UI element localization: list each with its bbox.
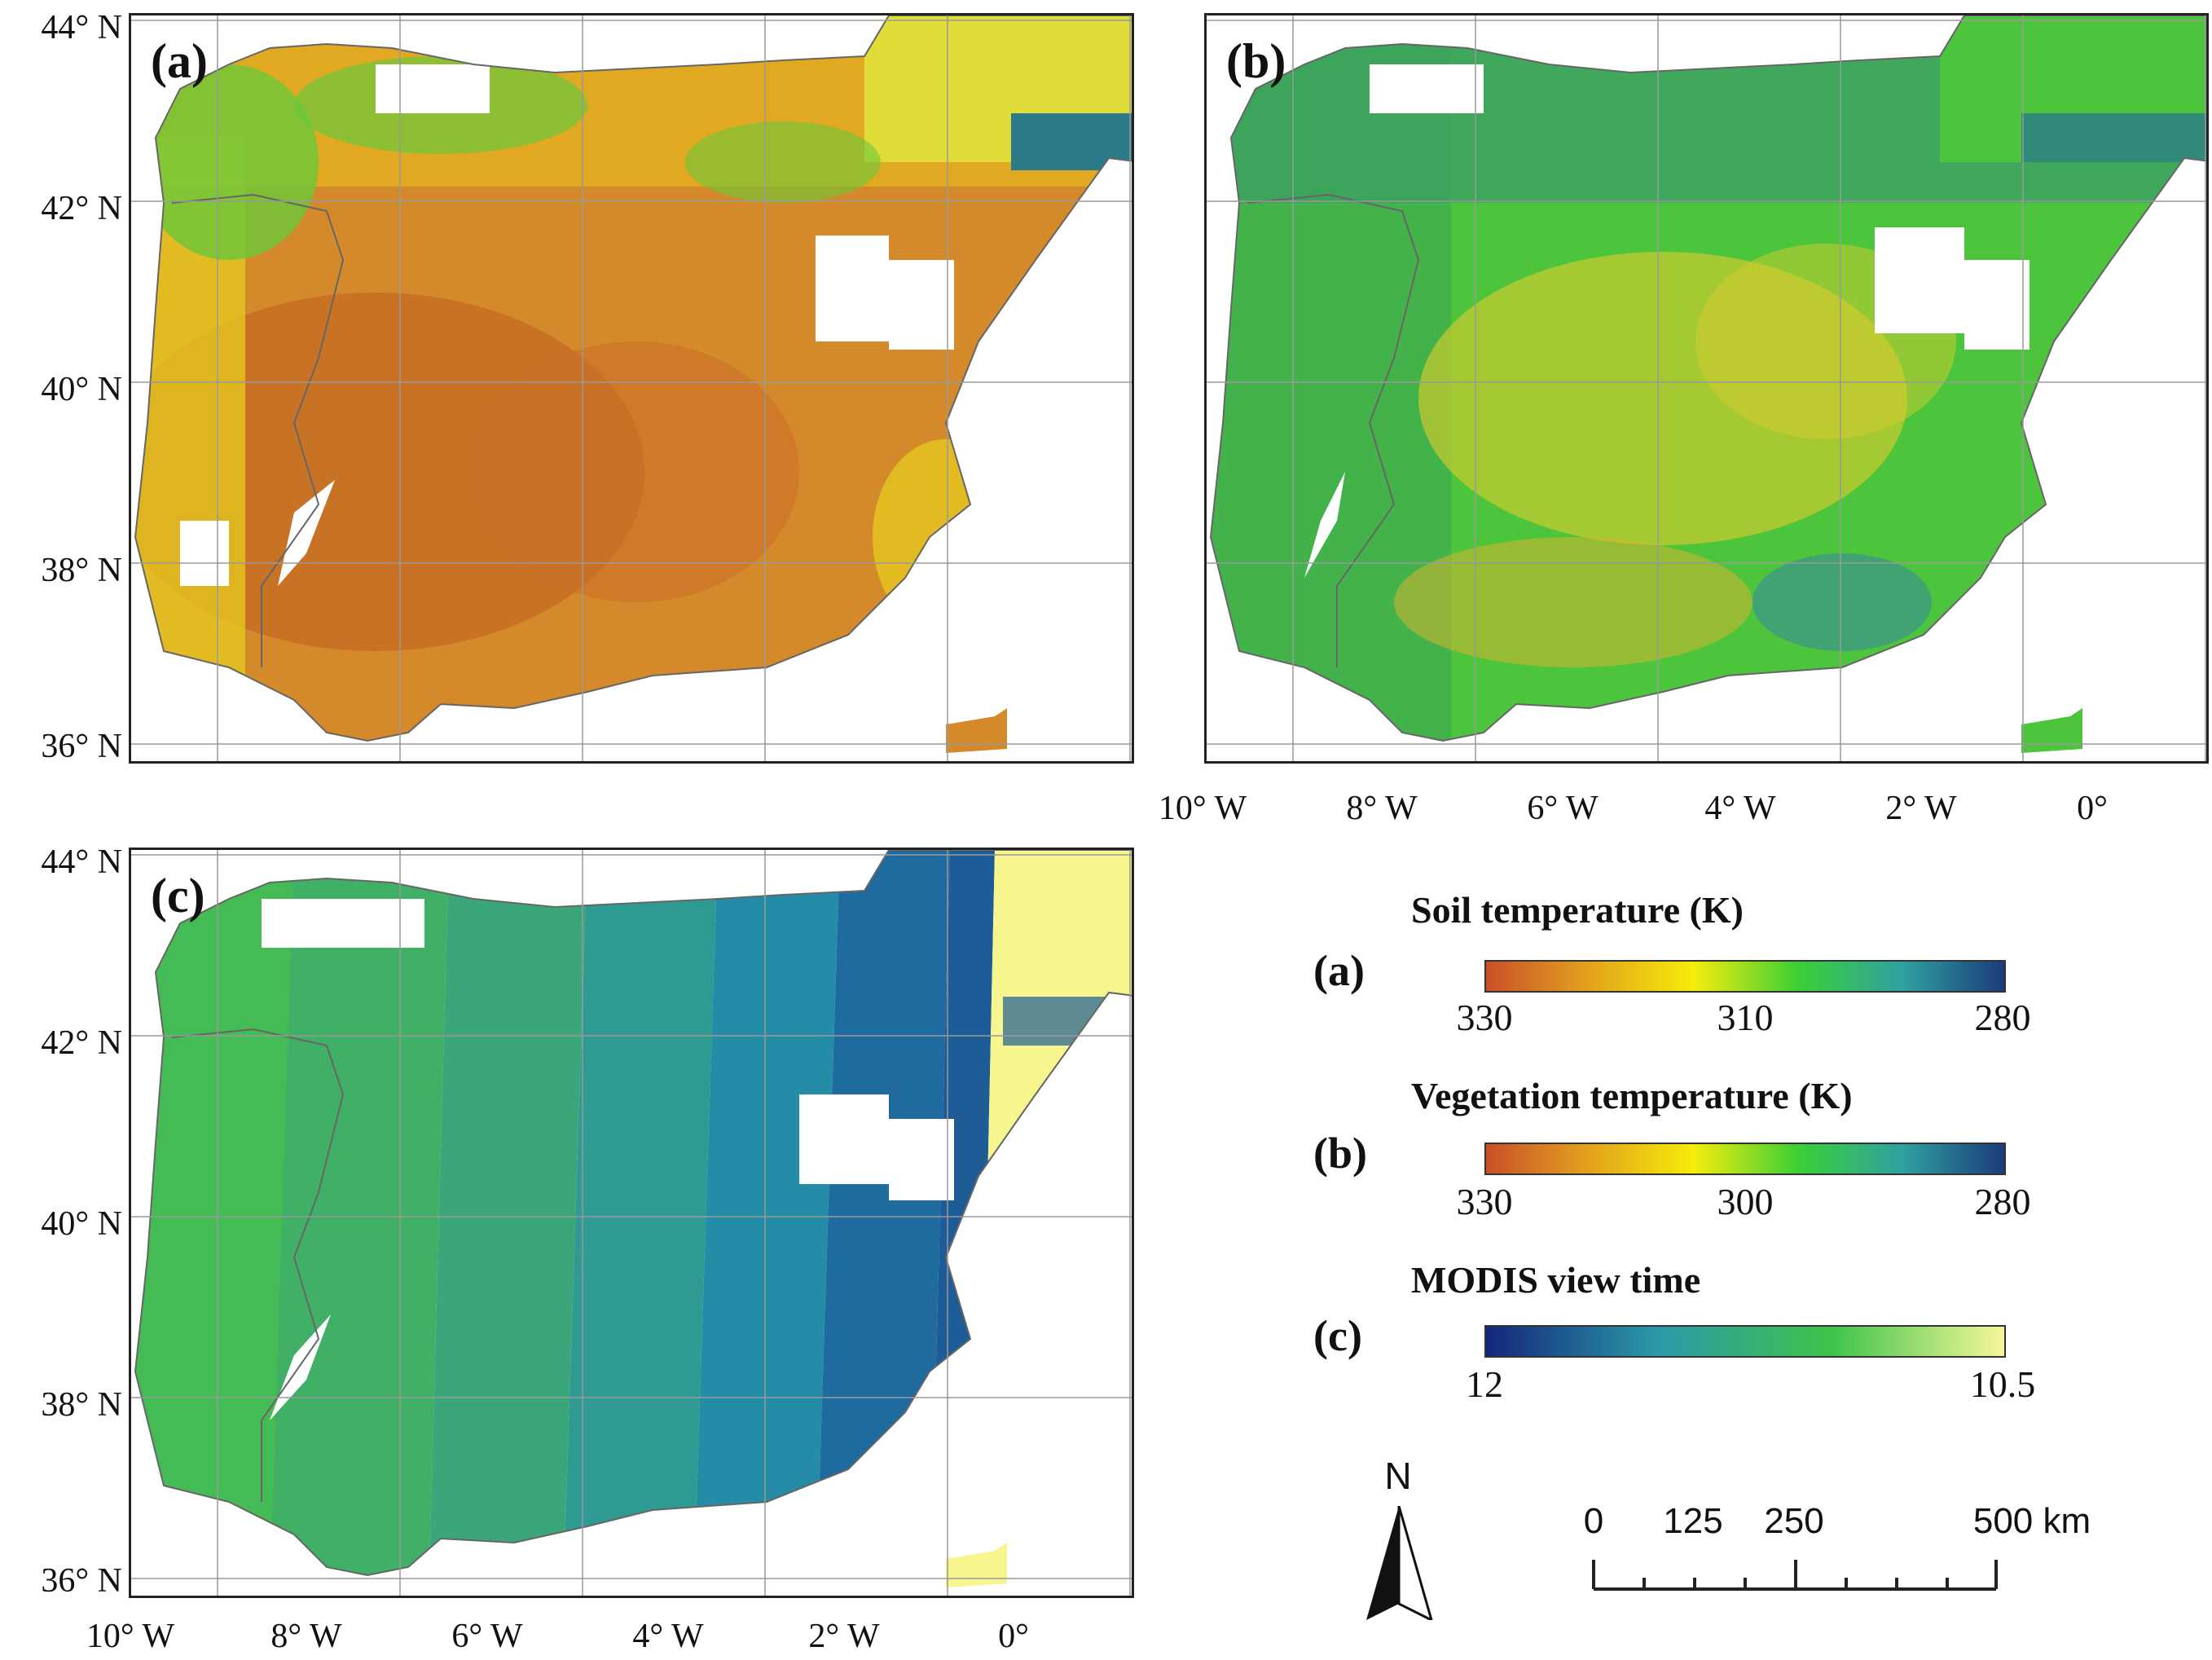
legend-tag-c: (c)	[1313, 1311, 1362, 1360]
colorbar-soil-tick-330: 330	[1456, 997, 1513, 1038]
legend-title-soil: Soil temperature (K)	[1411, 889, 1744, 931]
scale-label-250: 250	[1764, 1501, 1824, 1541]
panel-label-c: (c)	[151, 869, 205, 922]
soil-temperature-map	[131, 15, 1132, 761]
north-arrow-icon	[1366, 1506, 1433, 1620]
colorbar-veg	[1484, 1143, 2006, 1175]
lat-label-a-38: 38° N	[41, 552, 122, 589]
map-panel-b: (b)	[1204, 13, 2209, 764]
lon-label-b-4w: 4° W	[1704, 790, 1776, 827]
lat-label-c-42: 42° N	[41, 1024, 122, 1062]
lat-label-a-36: 36° N	[41, 728, 122, 765]
lon-label-b-2w: 2° W	[1885, 790, 1957, 827]
lon-label-b-10w: 10° W	[1158, 790, 1247, 827]
modis-view-time-map	[131, 850, 1132, 1596]
panel-label-a: (a)	[151, 34, 208, 88]
lon-label-c-6w: 6° W	[451, 1618, 523, 1655]
colorbar-modis-tick-10-5: 10.5	[1969, 1363, 2036, 1405]
lat-label-a-40: 40° N	[41, 371, 122, 408]
scale-label-125: 125	[1663, 1501, 1723, 1541]
colorbar-soil	[1484, 960, 2006, 993]
lon-label-b-6w: 6° W	[1527, 790, 1599, 827]
lon-label-c-0: 0°	[998, 1618, 1029, 1655]
scale-label-500: 500 km	[1972, 1501, 2091, 1541]
map-panel-a: (a)	[129, 13, 1134, 764]
panel-label-b: (b)	[1226, 34, 1286, 88]
lon-label-c-2w: 2° W	[808, 1618, 880, 1655]
lat-label-c-40: 40° N	[41, 1205, 122, 1243]
colorbar-modis-tick-12: 12	[1466, 1363, 1503, 1405]
map-panel-c: (c)	[129, 848, 1134, 1598]
colorbar-veg-tick-300: 300	[1717, 1181, 1774, 1222]
legend-title-modis: MODIS view time	[1411, 1259, 1701, 1301]
lon-label-c-10w: 10° W	[86, 1618, 175, 1655]
legend-tag-b: (b)	[1313, 1129, 1367, 1178]
lon-label-b-8w: 8° W	[1346, 790, 1418, 827]
lon-label-c-8w: 8° W	[270, 1618, 342, 1655]
lat-label-c-36: 36° N	[41, 1562, 122, 1600]
colorbar-modis	[1484, 1325, 2006, 1358]
colorbar-veg-tick-280: 280	[1974, 1181, 2031, 1222]
lon-label-b-0: 0°	[2077, 790, 2108, 827]
legend-tag-a: (a)	[1313, 946, 1365, 995]
scale-label-0: 0	[1583, 1501, 1604, 1541]
colorbar-veg-tick-330: 330	[1456, 1181, 1513, 1222]
lat-label-a-44: 44° N	[41, 9, 122, 46]
legend-title-veg: Vegetation temperature (K)	[1411, 1075, 1853, 1116]
lat-label-a-42: 42° N	[41, 190, 122, 227]
colorbar-soil-tick-310: 310	[1717, 997, 1774, 1038]
lat-label-c-44: 44° N	[41, 843, 122, 881]
colorbar-soil-tick-280: 280	[1974, 997, 2031, 1038]
vegetation-temperature-map	[1207, 15, 2206, 761]
lat-label-c-38: 38° N	[41, 1386, 122, 1424]
scale-bar	[1592, 1560, 1998, 1591]
lon-label-c-4w: 4° W	[632, 1618, 704, 1655]
north-arrow-label: N	[1384, 1455, 1412, 1497]
